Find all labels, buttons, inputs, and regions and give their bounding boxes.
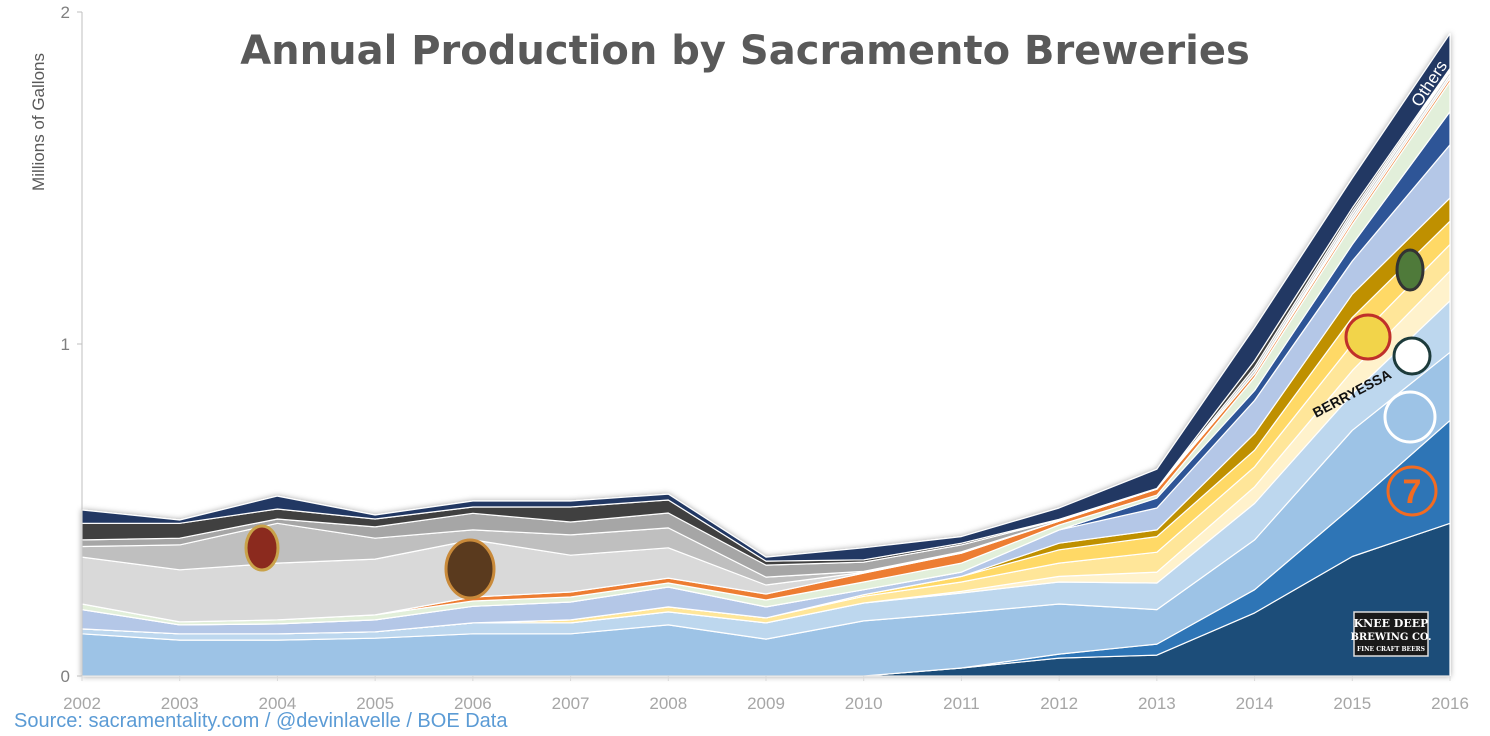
y-axis-label: Millions of Gallons bbox=[29, 53, 48, 191]
x-tick-label: 2003 bbox=[161, 694, 199, 713]
area-series-others bbox=[81, 33, 1451, 562]
x-tick-label: 2007 bbox=[552, 694, 590, 713]
loomis-basin-logo bbox=[1395, 248, 1425, 292]
auburn-alehouse-logo bbox=[1344, 313, 1392, 361]
x-tick-label: 2009 bbox=[747, 694, 785, 713]
knee-deep-logo-text: BREWING CO. bbox=[1350, 632, 1431, 643]
knee-deep-logo-text: FINE CRAFT BEERS bbox=[1357, 646, 1425, 653]
x-tick-label: 2011 bbox=[943, 694, 980, 713]
x-tick-label: 2002 bbox=[63, 694, 101, 713]
x-tick-label: 2005 bbox=[356, 694, 394, 713]
y-tick-label: 1 bbox=[61, 335, 70, 354]
bike-dog-logo bbox=[1392, 336, 1432, 376]
area-layers bbox=[81, 33, 1451, 677]
x-tick-label: 2008 bbox=[649, 694, 687, 713]
x-tick-label: 2012 bbox=[1040, 694, 1078, 713]
y-tick-label: 2 bbox=[61, 3, 70, 22]
x-tick-label: 2010 bbox=[845, 694, 883, 713]
x-tick-label: 2006 bbox=[454, 694, 492, 713]
source-note: Source: sacramentality.com / @devinlavel… bbox=[14, 710, 508, 732]
x-tick-label: 2016 bbox=[1431, 694, 1469, 713]
x-tick-label: 2004 bbox=[259, 694, 297, 713]
x-tick-label: 2013 bbox=[1138, 694, 1176, 713]
track-7-logo-mark: 7 bbox=[1403, 473, 1422, 511]
chart-title: Annual Production by Sacramento Brewerie… bbox=[240, 28, 1250, 74]
track-7-logo bbox=[1386, 465, 1438, 517]
sudwerk-logo bbox=[1383, 390, 1437, 444]
knee-deep-logo-text: KNEE DEEP bbox=[1354, 617, 1429, 630]
beermanns-logo bbox=[244, 524, 280, 572]
sac-brew-logo bbox=[444, 538, 496, 600]
knee-deep-logo bbox=[1353, 611, 1429, 657]
x-tick-label: 2014 bbox=[1236, 694, 1274, 713]
y-tick-label: 0 bbox=[61, 667, 70, 686]
axes: 0 1 2 2002 2003 2004 2005 2006 2007 2008 2009 2010 2… bbox=[61, 3, 1469, 713]
x-tick-label: 2015 bbox=[1333, 694, 1371, 713]
